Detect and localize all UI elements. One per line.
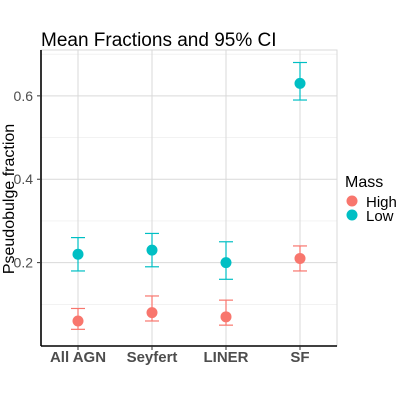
data-point (294, 77, 306, 89)
legend-label-low: Low (366, 208, 394, 225)
data-point (72, 315, 84, 327)
data-marks (71, 61, 307, 330)
y-axis-label: Pseudobulge fraction (1, 124, 18, 274)
axes: 0.2 0.4 0.6 All AGN Seyfert LINER SF (14, 50, 337, 366)
legend-title: Mass (345, 174, 383, 191)
series-low (71, 61, 307, 280)
series-high (71, 245, 307, 330)
data-point (72, 248, 84, 260)
y-tick-label: 0.4 (14, 171, 34, 187)
data-point (220, 257, 232, 269)
data-point (294, 252, 306, 264)
data-point (220, 311, 232, 323)
x-tick-label: LINER (204, 349, 249, 366)
x-tick-label: Seyfert (127, 349, 178, 366)
legend-key-low (346, 209, 358, 221)
grid-lines (40, 49, 338, 347)
legend-key-high (346, 195, 358, 207)
y-tick-label: 0.6 (14, 88, 34, 104)
x-tick-label: SF (290, 349, 309, 366)
legend-label-high: High (366, 194, 397, 211)
data-point (146, 307, 158, 319)
y-tick-label: 0.2 (14, 255, 34, 271)
x-tick-label: All AGN (50, 349, 106, 366)
data-point (146, 244, 158, 256)
chart-title: Mean Fractions and 95% CI (41, 30, 277, 51)
